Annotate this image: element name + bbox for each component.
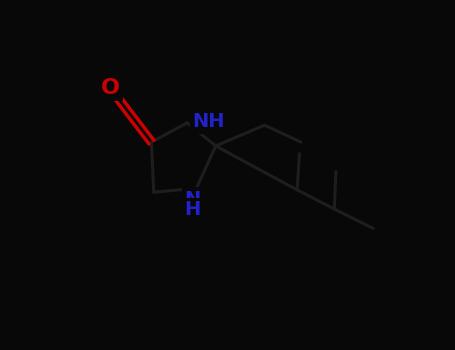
Text: NH: NH: [192, 112, 225, 131]
Text: O: O: [101, 78, 120, 98]
Text: H: H: [184, 200, 201, 219]
Text: N: N: [184, 190, 201, 209]
